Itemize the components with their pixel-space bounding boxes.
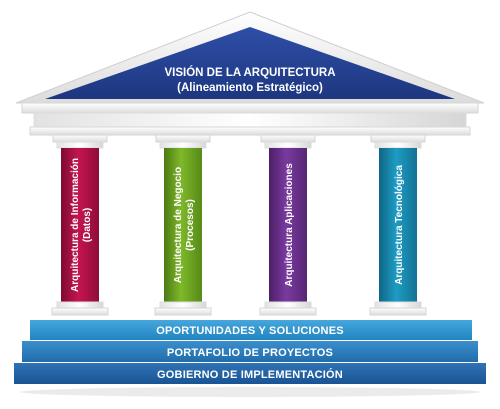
entablature-base [29,126,471,136]
pillar-3-label: Arquitectura Tecnológica [394,165,405,285]
pillar-3-shaft [379,148,417,302]
roof-subtitle: (Alineamiento Estratégico) [177,82,323,94]
pillar-3-base [374,301,422,309]
entablature-band [33,112,467,128]
step-label-oportunidades: OPORTUNIDADES Y SOLUCIONES [156,325,344,337]
pillar-1-capital-top [155,134,211,143]
pillar-2-capital-top [260,134,316,143]
pillar-1-capital [159,141,207,149]
pillars-group: Arquitectura de Información (Datos) Arquit… [51,134,427,316]
pillar-2-label: Arquitectura Aplicaciones [284,163,295,287]
pillar-0-plinth [51,307,109,316]
roof-title: VISIÓN DE LA ARQUITECTURA [164,66,335,79]
pillar-2-plinth [259,307,317,316]
pillar-0-label: Arquitectura de Información [70,158,81,292]
pillar-1-plinth [154,307,212,316]
pillar-2-base [264,301,312,309]
pillar-2-capital [264,141,312,149]
pillar-0-capital [56,141,104,149]
pillar-2-shaft [269,148,307,302]
pillar-0-base [56,301,104,309]
step-portafolio [22,341,478,362]
roof-triangle [45,27,455,99]
pillar-0-sublabel: (Datos) [82,208,93,242]
pillar-1-sublabel: (Procesos) [185,199,196,251]
pillar-3-capital [374,141,422,149]
entablature-top [21,102,479,114]
step-label-portafolio: PORTAFOLIO DE PROYECTOS [167,347,333,359]
ground-shadow [20,387,480,397]
step-oportunidades [30,320,472,340]
pillar-0-shaft [61,148,99,302]
pillar-3-capital-top [370,134,426,143]
pillar-0-capital-top [52,134,108,143]
step-label-gobierno: GOBIERNO DE IMPLEMENTACIÓN [157,368,343,381]
pillar-1-shaft [164,148,202,302]
pillar-1-label: Arquitectura de Negocio [173,167,184,283]
step-gobierno [14,363,486,384]
pillar-1-base [159,301,207,309]
pillar-3-plinth [369,307,427,316]
